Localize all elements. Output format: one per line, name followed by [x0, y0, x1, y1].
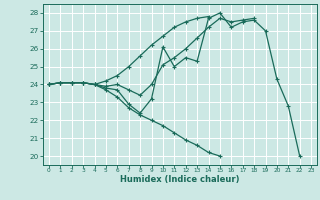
X-axis label: Humidex (Indice chaleur): Humidex (Indice chaleur) — [120, 175, 240, 184]
